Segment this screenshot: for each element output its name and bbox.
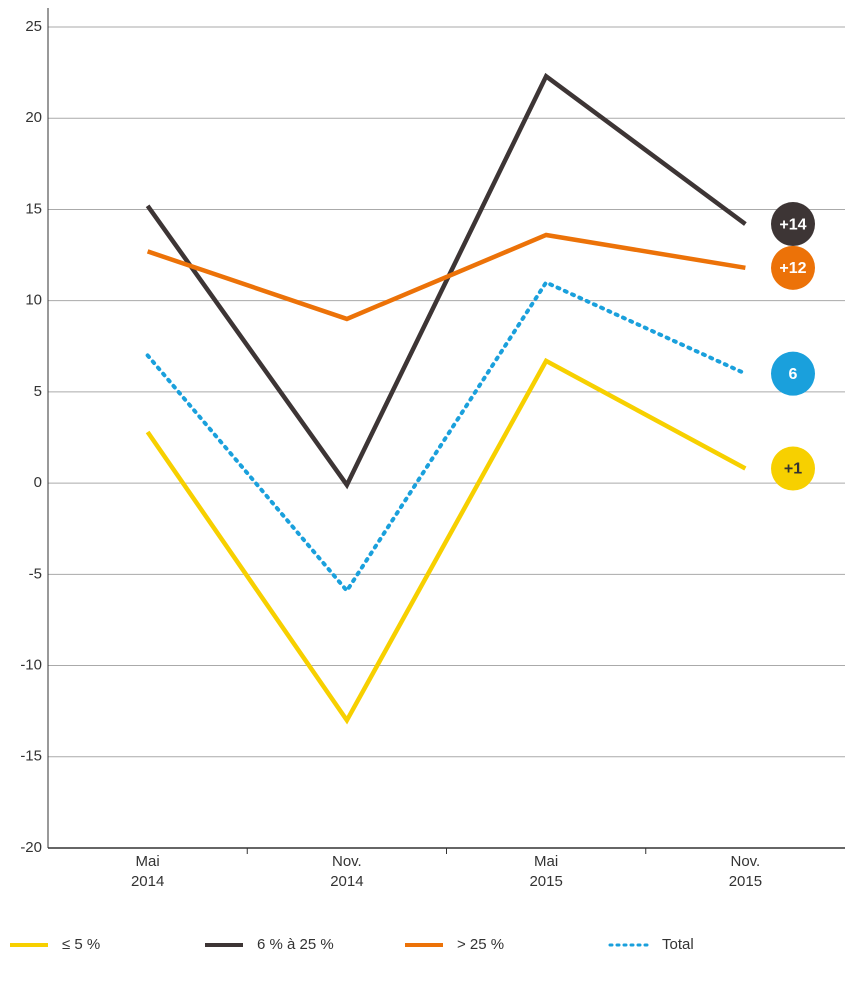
y-tick-label: 0 xyxy=(34,474,42,491)
y-tick-label: -20 xyxy=(20,839,42,856)
end-label-badge xyxy=(771,351,815,396)
end-label-badge xyxy=(771,202,815,247)
y-tick-label: -5 xyxy=(29,565,42,582)
y-tick-label: -15 xyxy=(20,748,42,765)
end-label: +12 xyxy=(779,260,806,277)
legend-label: 6 % à 25 % xyxy=(257,936,334,953)
series-line xyxy=(146,232,746,322)
legend-label: ≤ 5 % xyxy=(62,936,100,953)
x-tick-label: Nov. 2014 xyxy=(330,853,363,890)
series-line xyxy=(145,279,748,595)
series-line xyxy=(145,357,747,725)
end-label-badge xyxy=(771,446,815,491)
y-tick-label: 20 xyxy=(25,109,42,126)
end-label-badge xyxy=(771,245,815,290)
end-label: 6 xyxy=(789,366,798,383)
legend-label: > 25 % xyxy=(457,936,504,953)
end-label: +14 xyxy=(779,216,806,233)
y-tick-label: 15 xyxy=(25,200,42,217)
y-tick-label: 5 xyxy=(34,383,42,400)
x-tick-label: Mai 2014 xyxy=(131,853,164,890)
end-label: +1 xyxy=(784,461,802,478)
y-tick-label: 10 xyxy=(25,292,42,309)
legend-label: Total xyxy=(662,936,694,953)
y-tick-label: 25 xyxy=(25,18,42,35)
x-tick-label: Mai 2015 xyxy=(529,853,562,890)
series-line xyxy=(145,72,747,490)
x-tick-label: Nov. 2015 xyxy=(729,853,762,890)
y-tick-label: -10 xyxy=(20,657,42,674)
